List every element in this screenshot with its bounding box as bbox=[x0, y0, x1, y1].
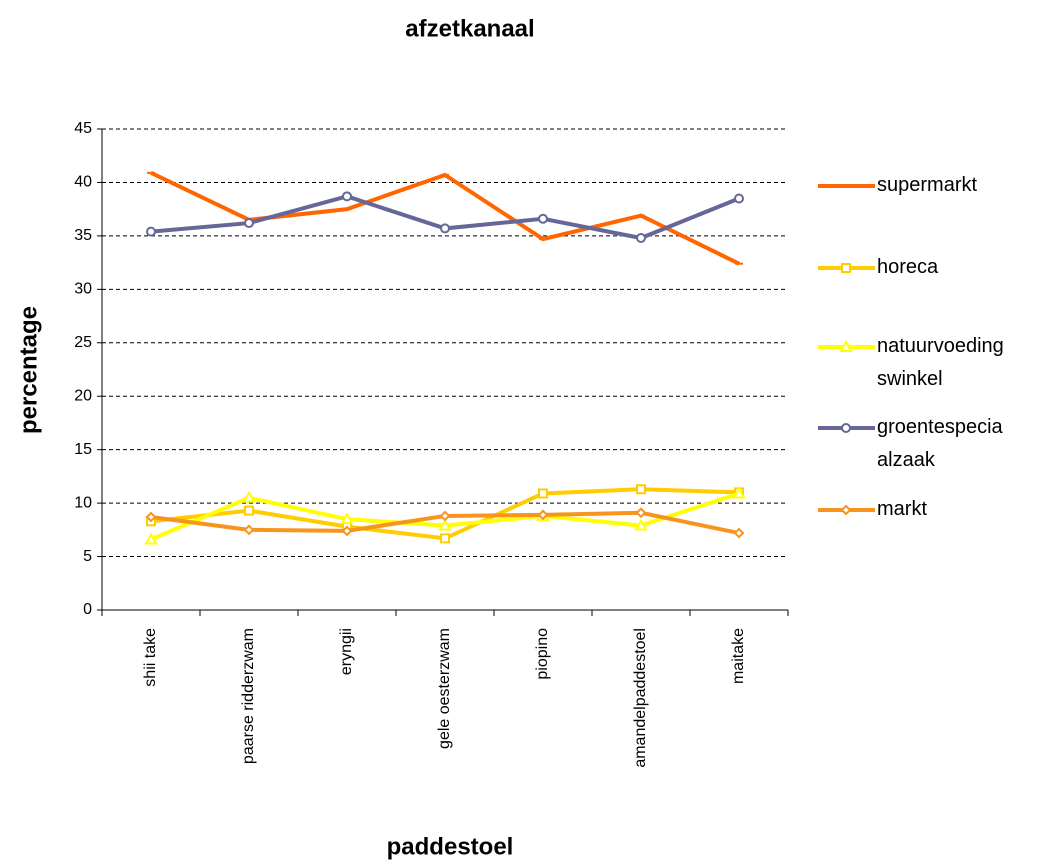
x-tick-label: eryngii bbox=[338, 628, 355, 675]
legend-item: horeca bbox=[877, 256, 939, 278]
legend-item: natuurvoedingswinkel bbox=[877, 335, 1004, 390]
chart-title: afzetkanaal bbox=[405, 15, 534, 42]
legend-label: markt bbox=[877, 498, 927, 520]
point-marker bbox=[734, 193, 744, 204]
legend-label: horeca bbox=[877, 256, 939, 278]
x-tick-label: paarse ridderzwam bbox=[240, 628, 257, 764]
y-tick-label: 10 bbox=[74, 494, 92, 511]
point-marker bbox=[438, 518, 452, 531]
legend-marker bbox=[841, 263, 851, 273]
y-tick-label: 0 bbox=[83, 601, 92, 618]
y-tick-label: 20 bbox=[74, 387, 92, 404]
point-marker bbox=[440, 223, 450, 234]
point-marker bbox=[733, 527, 745, 539]
y-axis-label: percentage bbox=[15, 306, 42, 434]
point-marker bbox=[636, 484, 646, 495]
legend-marker bbox=[841, 423, 851, 433]
legend-label: natuurvoedingswinkel bbox=[877, 335, 1004, 390]
x-tick-label: maitake bbox=[730, 628, 747, 684]
point-marker bbox=[538, 213, 548, 224]
y-tick-label: 15 bbox=[74, 441, 92, 458]
legend-label: supermarkt bbox=[877, 174, 978, 196]
x-axis-label: paddestoel bbox=[387, 833, 514, 860]
y-tick-label: 45 bbox=[74, 120, 92, 137]
legend-item: groentespeciaalzaak bbox=[877, 416, 1003, 471]
y-tick-label: 30 bbox=[74, 281, 92, 298]
y-tick-label: 40 bbox=[74, 174, 92, 191]
legend-marker bbox=[839, 339, 853, 352]
point-marker bbox=[636, 233, 646, 244]
point-marker bbox=[440, 533, 450, 544]
y-tick-label: 5 bbox=[83, 548, 92, 565]
point-marker bbox=[537, 509, 549, 521]
point-marker bbox=[242, 490, 256, 503]
point-marker bbox=[244, 218, 254, 229]
y-tick-label: 35 bbox=[74, 227, 92, 244]
point-marker bbox=[732, 486, 746, 499]
point-marker bbox=[340, 512, 354, 525]
x-tick-label: amandelpaddestoel bbox=[632, 628, 649, 768]
x-tick-label: gele oesterzwam bbox=[436, 628, 453, 749]
point-marker bbox=[635, 507, 647, 519]
point-marker bbox=[341, 525, 353, 537]
point-marker bbox=[146, 226, 156, 237]
y-tick-label: 25 bbox=[74, 334, 92, 351]
point-marker bbox=[439, 510, 451, 522]
point-marker bbox=[144, 532, 158, 545]
x-tick-label: piopino bbox=[534, 628, 551, 680]
legend-label: groentespeciaalzaak bbox=[877, 416, 1003, 471]
legend-item: markt bbox=[877, 498, 927, 520]
point-marker bbox=[243, 524, 255, 536]
point-marker bbox=[538, 488, 548, 499]
point-marker bbox=[145, 511, 157, 523]
x-tick-label: shii take bbox=[142, 628, 159, 687]
legend-marker bbox=[840, 504, 852, 516]
point-marker bbox=[634, 518, 648, 531]
legend-item: supermarkt bbox=[877, 174, 978, 196]
point-marker bbox=[342, 191, 352, 202]
point-marker bbox=[244, 505, 254, 516]
series-line bbox=[150, 171, 740, 266]
